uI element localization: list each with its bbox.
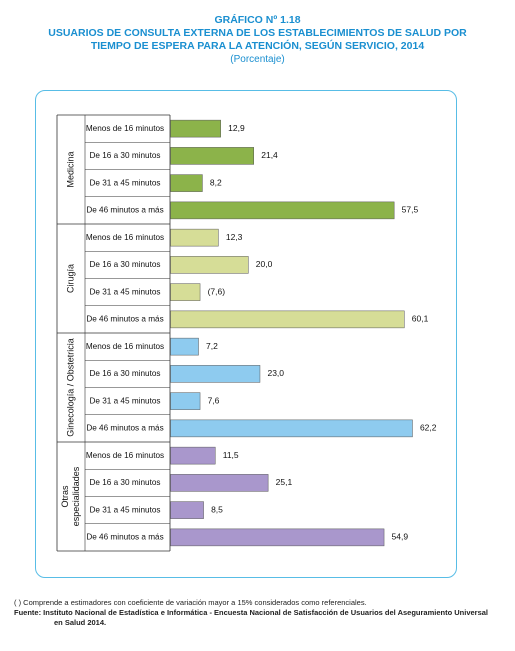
bar [170,174,203,192]
group-label: Cirugía [65,264,75,293]
data-label: 54,9 [392,532,409,542]
category-label: De 31 a 45 minutos [89,396,160,405]
data-label: 20,0 [256,259,273,269]
category-label: De 31 a 45 minutos [89,287,160,296]
source-line2: en Salud 2014. [54,618,107,627]
data-label: 60,1 [412,314,429,324]
data-label: 25,1 [276,477,293,487]
category-label: De 16 a 30 minutos [89,478,160,487]
group-label: Medicina [65,151,75,187]
data-label: 8,2 [210,177,222,187]
category-label: De 46 minutos a más [86,424,163,433]
data-label: 11,5 [223,450,239,460]
data-label: (7,6) [208,286,226,296]
category-label: Menos de 16 minutos [86,124,164,133]
category-label: De 46 minutos a más [86,315,163,324]
bar [170,446,216,465]
category-label: De 16 a 30 minutos [89,151,160,160]
bar [170,365,261,383]
group-label: Ginecología / Obstetricia [65,338,75,437]
group-label: Otras [60,485,70,508]
category-label: De 16 a 30 minutos [89,260,160,269]
chart-title-line1: USUARIOS DE CONSULTA EXTERNA DE LOS ESTA… [48,27,467,39]
bar [170,474,269,492]
data-label: 21,4 [261,150,278,160]
category-label: Menos de 16 minutos [86,451,164,460]
bar [170,119,221,138]
data-label: 12,9 [228,123,245,133]
category-label: Menos de 16 minutos [86,342,164,351]
chart-header: GRÁFICO Nº 1.18 USUARIOS DE CONSULTA EXT… [0,14,515,66]
category-label: De 46 minutos a más [86,533,163,542]
bar [170,528,385,547]
bar [170,419,413,438]
footnote: ( ) Comprende a estimadores con coeficie… [14,598,367,607]
bar [170,147,254,165]
category-label: De 31 a 45 minutos [89,178,160,187]
bar [170,392,201,410]
data-label: 12,3 [226,232,243,242]
category-label: De 31 a 45 minutos [89,505,160,514]
group-label: especialidades [71,466,81,526]
data-label: 23,0 [267,368,284,378]
chart-footer: ( ) Comprende a estimadores con coeficie… [14,598,494,628]
bar [170,256,249,274]
data-label: 57,5 [402,205,419,215]
data-label: 62,2 [420,423,437,433]
data-label: 7,6 [208,395,220,405]
bar [170,310,405,329]
bar [170,201,395,220]
data-label: 7,2 [206,341,218,351]
figure-number: GRÁFICO Nº 1.18 [214,14,301,26]
bar [170,337,199,356]
chart-title-line2: TIEMPO DE ESPERA PARA LA ATENCIÓN, SEGÚN… [90,40,425,52]
category-label: Menos de 16 minutos [86,233,164,242]
category-label: De 16 a 30 minutos [89,369,160,378]
source-line1: Fuente: Instituto Nacional de Estadístic… [14,608,489,617]
bar [170,501,204,519]
data-label: 8,5 [211,504,223,514]
bar [170,283,201,301]
chart-unit: (Porcentaje) [230,54,285,65]
category-label: De 46 minutos a más [86,206,163,215]
bar [170,228,219,247]
